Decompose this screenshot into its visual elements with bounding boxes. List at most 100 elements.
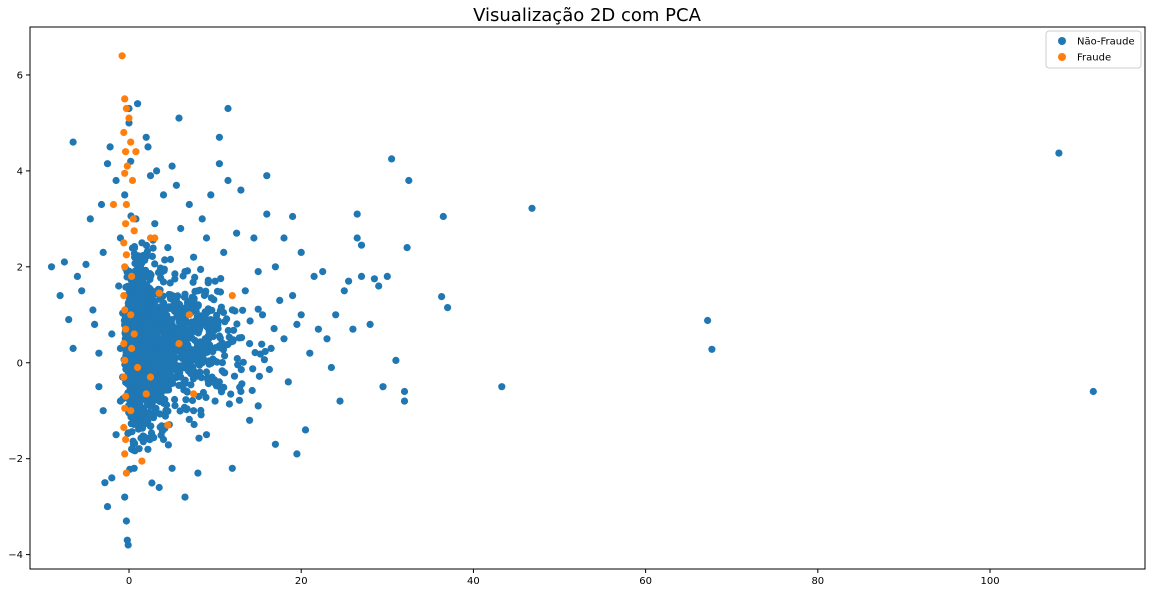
data-point-nao-fraude bbox=[204, 374, 212, 382]
data-point-nao-fraude bbox=[239, 306, 247, 314]
data-point-nao-fraude bbox=[168, 162, 176, 170]
data-point-nao-fraude bbox=[403, 244, 411, 252]
data-point-fraude bbox=[118, 52, 126, 60]
data-point-nao-fraude bbox=[438, 293, 446, 301]
chart-title: Visualização 2D com PCA bbox=[473, 5, 701, 26]
data-point-nao-fraude bbox=[238, 334, 246, 342]
data-point-nao-fraude bbox=[146, 172, 155, 180]
x-tick-label: 0 bbox=[126, 576, 132, 587]
data-point-nao-fraude bbox=[400, 397, 409, 405]
data-point-nao-fraude bbox=[138, 239, 146, 247]
data-point-nao-fraude bbox=[99, 248, 107, 256]
data-point-nao-fraude bbox=[202, 287, 210, 295]
data-point-nao-fraude bbox=[161, 395, 169, 404]
data-point-fraude bbox=[121, 356, 129, 364]
data-point-nao-fraude bbox=[175, 325, 183, 334]
data-point-nao-fraude bbox=[254, 305, 262, 313]
data-point-nao-fraude bbox=[194, 342, 202, 350]
data-point-nao-fraude bbox=[187, 381, 195, 389]
data-point-fraude bbox=[128, 176, 137, 185]
data-point-nao-fraude bbox=[293, 320, 301, 328]
data-point-nao-fraude bbox=[235, 396, 243, 404]
data-point-nao-fraude bbox=[234, 361, 242, 369]
data-point-nao-fraude bbox=[199, 388, 207, 397]
legend-marker-fraud bbox=[1058, 53, 1066, 61]
data-point-nao-fraude bbox=[136, 400, 144, 408]
data-point-fraude bbox=[122, 469, 130, 477]
data-point-nao-fraude bbox=[349, 325, 357, 333]
data-point-nao-fraude bbox=[230, 326, 238, 334]
data-point-nao-fraude bbox=[194, 287, 202, 295]
data-point-nao-fraude bbox=[138, 308, 146, 316]
data-point-nao-fraude bbox=[233, 355, 241, 363]
data-point-nao-fraude bbox=[189, 278, 197, 286]
data-point-nao-fraude bbox=[383, 272, 391, 280]
data-point-nao-fraude bbox=[246, 416, 254, 424]
data-point-nao-fraude bbox=[127, 391, 135, 399]
data-point-nao-fraude bbox=[196, 368, 204, 376]
data-point-nao-fraude bbox=[159, 191, 168, 199]
data-point-nao-fraude bbox=[238, 380, 246, 388]
data-point-nao-fraude bbox=[161, 256, 169, 264]
data-point-nao-fraude bbox=[130, 243, 139, 251]
data-point-nao-fraude bbox=[122, 283, 130, 291]
data-point-nao-fraude bbox=[215, 133, 223, 141]
data-point-nao-fraude bbox=[101, 479, 109, 487]
data-point-nao-fraude bbox=[182, 396, 190, 404]
data-point-nao-fraude bbox=[89, 306, 97, 314]
data-point-nao-fraude bbox=[139, 273, 147, 281]
data-point-nao-fraude bbox=[123, 378, 131, 386]
data-point-nao-fraude bbox=[220, 248, 228, 256]
data-point-nao-fraude bbox=[289, 212, 297, 221]
data-point-nao-fraude bbox=[258, 311, 267, 319]
data-point-nao-fraude bbox=[191, 336, 199, 344]
data-point-nao-fraude bbox=[400, 387, 409, 396]
data-point-nao-fraude bbox=[131, 253, 139, 261]
data-point-nao-fraude bbox=[207, 316, 215, 324]
data-point-fraude bbox=[146, 373, 155, 381]
data-point-nao-fraude bbox=[211, 277, 219, 285]
data-point-nao-fraude bbox=[195, 434, 203, 442]
data-point-nao-fraude bbox=[164, 244, 172, 252]
data-point-nao-fraude bbox=[78, 287, 86, 295]
data-point-nao-fraude bbox=[183, 388, 191, 396]
data-point-nao-fraude bbox=[108, 330, 116, 338]
data-point-nao-fraude bbox=[146, 284, 154, 293]
data-point-nao-fraude bbox=[353, 234, 361, 242]
data-point-nao-fraude bbox=[136, 418, 144, 427]
data-point-nao-fraude bbox=[69, 344, 77, 352]
data-point-nao-fraude bbox=[221, 352, 229, 360]
data-point-nao-fraude bbox=[56, 292, 64, 300]
data-point-nao-fraude bbox=[208, 306, 216, 314]
data-point-fraude bbox=[122, 104, 130, 113]
data-point-nao-fraude bbox=[357, 241, 366, 249]
data-point-nao-fraude bbox=[267, 344, 275, 352]
data-point-fraude bbox=[128, 272, 136, 280]
data-point-fraude bbox=[151, 234, 159, 242]
data-point-nao-fraude bbox=[289, 292, 297, 300]
data-point-nao-fraude bbox=[163, 401, 171, 409]
data-point-nao-fraude bbox=[224, 326, 232, 335]
data-point-nao-fraude bbox=[185, 330, 193, 338]
data-point-fraude bbox=[142, 390, 150, 398]
data-point-nao-fraude bbox=[145, 368, 153, 376]
data-point-nao-fraude bbox=[228, 306, 236, 314]
data-point-fraude bbox=[122, 325, 130, 333]
data-point-nao-fraude bbox=[141, 266, 150, 274]
data-point-nao-fraude bbox=[154, 350, 163, 358]
data-point-nao-fraude bbox=[150, 321, 158, 329]
data-point-nao-fraude bbox=[73, 272, 81, 280]
data-point-fraude bbox=[121, 263, 129, 271]
data-point-fraude bbox=[109, 200, 118, 209]
data-point-nao-fraude bbox=[175, 114, 183, 122]
data-point-nao-fraude bbox=[204, 276, 212, 284]
data-point-nao-fraude bbox=[237, 387, 245, 396]
y-tick-label: −2 bbox=[8, 454, 23, 465]
data-point-nao-fraude bbox=[112, 176, 120, 185]
data-point-fraude bbox=[127, 407, 135, 415]
data-point-nao-fraude bbox=[148, 326, 156, 335]
data-point-nao-fraude bbox=[162, 339, 170, 347]
data-point-fraude bbox=[122, 435, 130, 444]
data-point-nao-fraude bbox=[340, 287, 348, 295]
data-point-nao-fraude bbox=[366, 320, 374, 328]
